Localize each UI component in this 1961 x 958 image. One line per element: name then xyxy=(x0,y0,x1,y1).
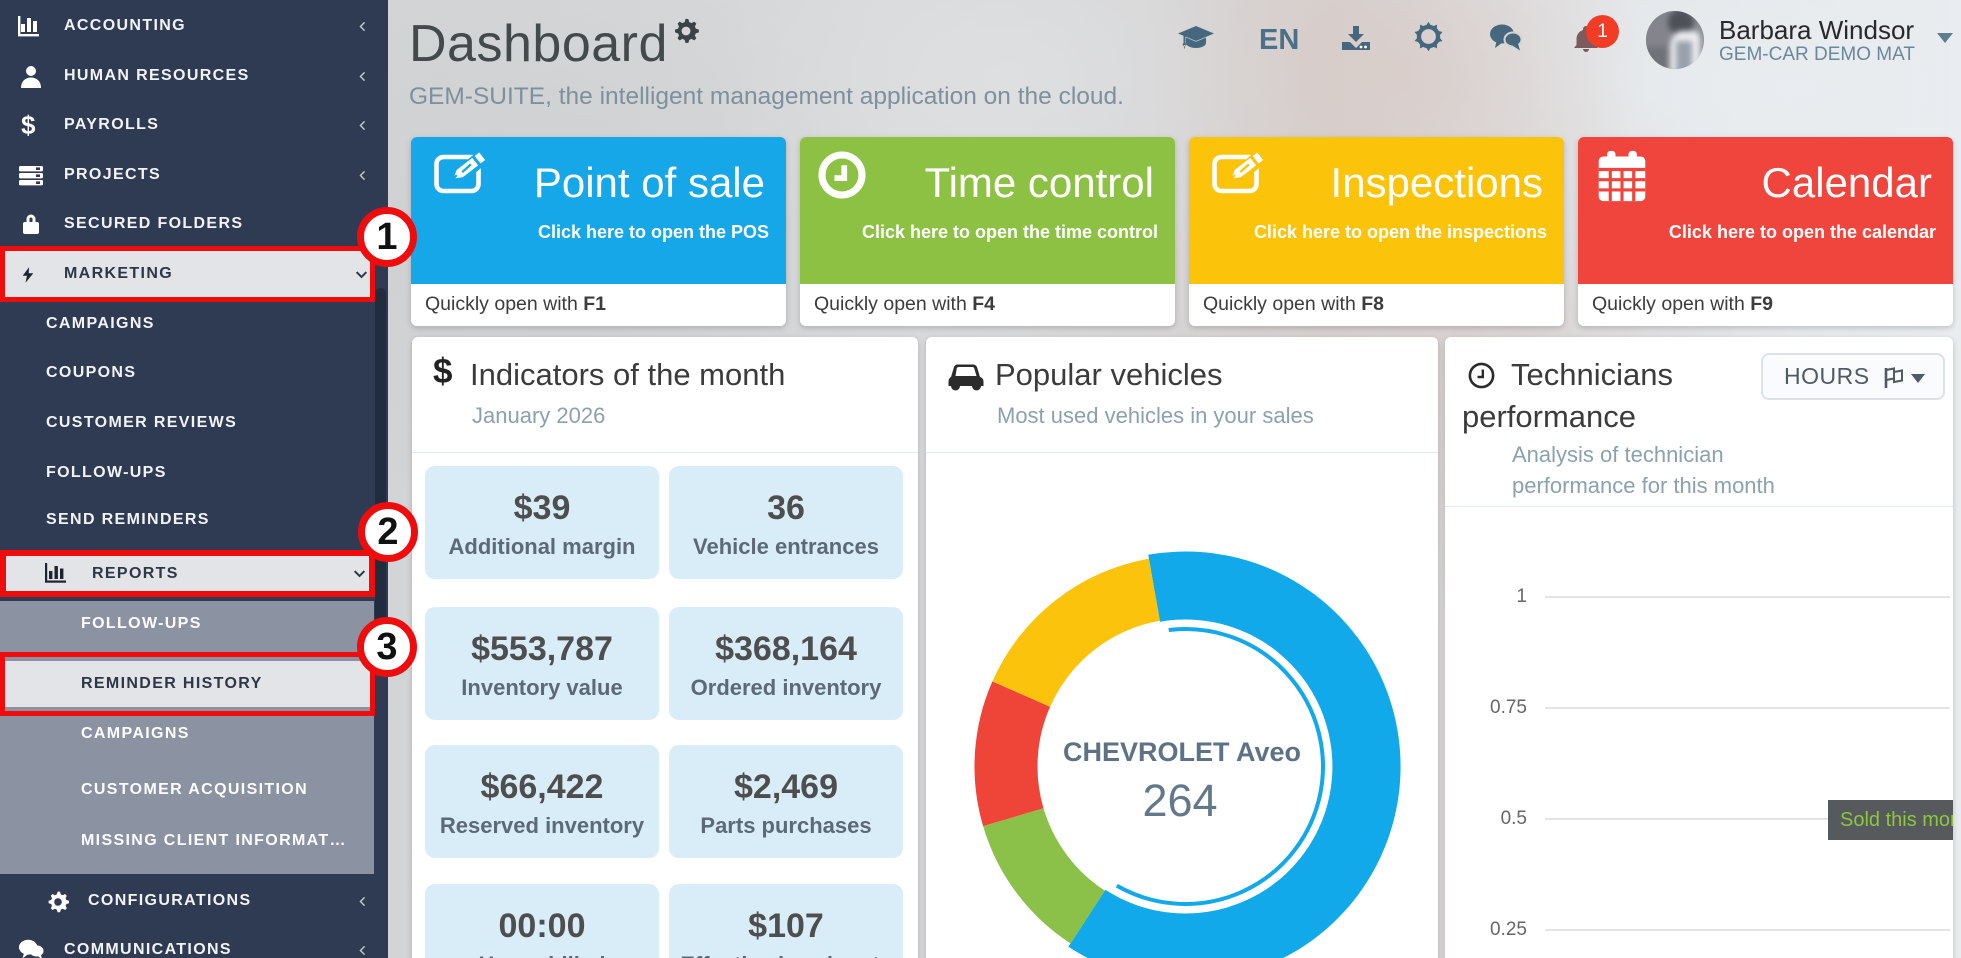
svg-text:264: 264 xyxy=(1142,775,1217,826)
svg-text:CHEVROLET Aveo: CHEVROLET Aveo xyxy=(1063,737,1301,767)
